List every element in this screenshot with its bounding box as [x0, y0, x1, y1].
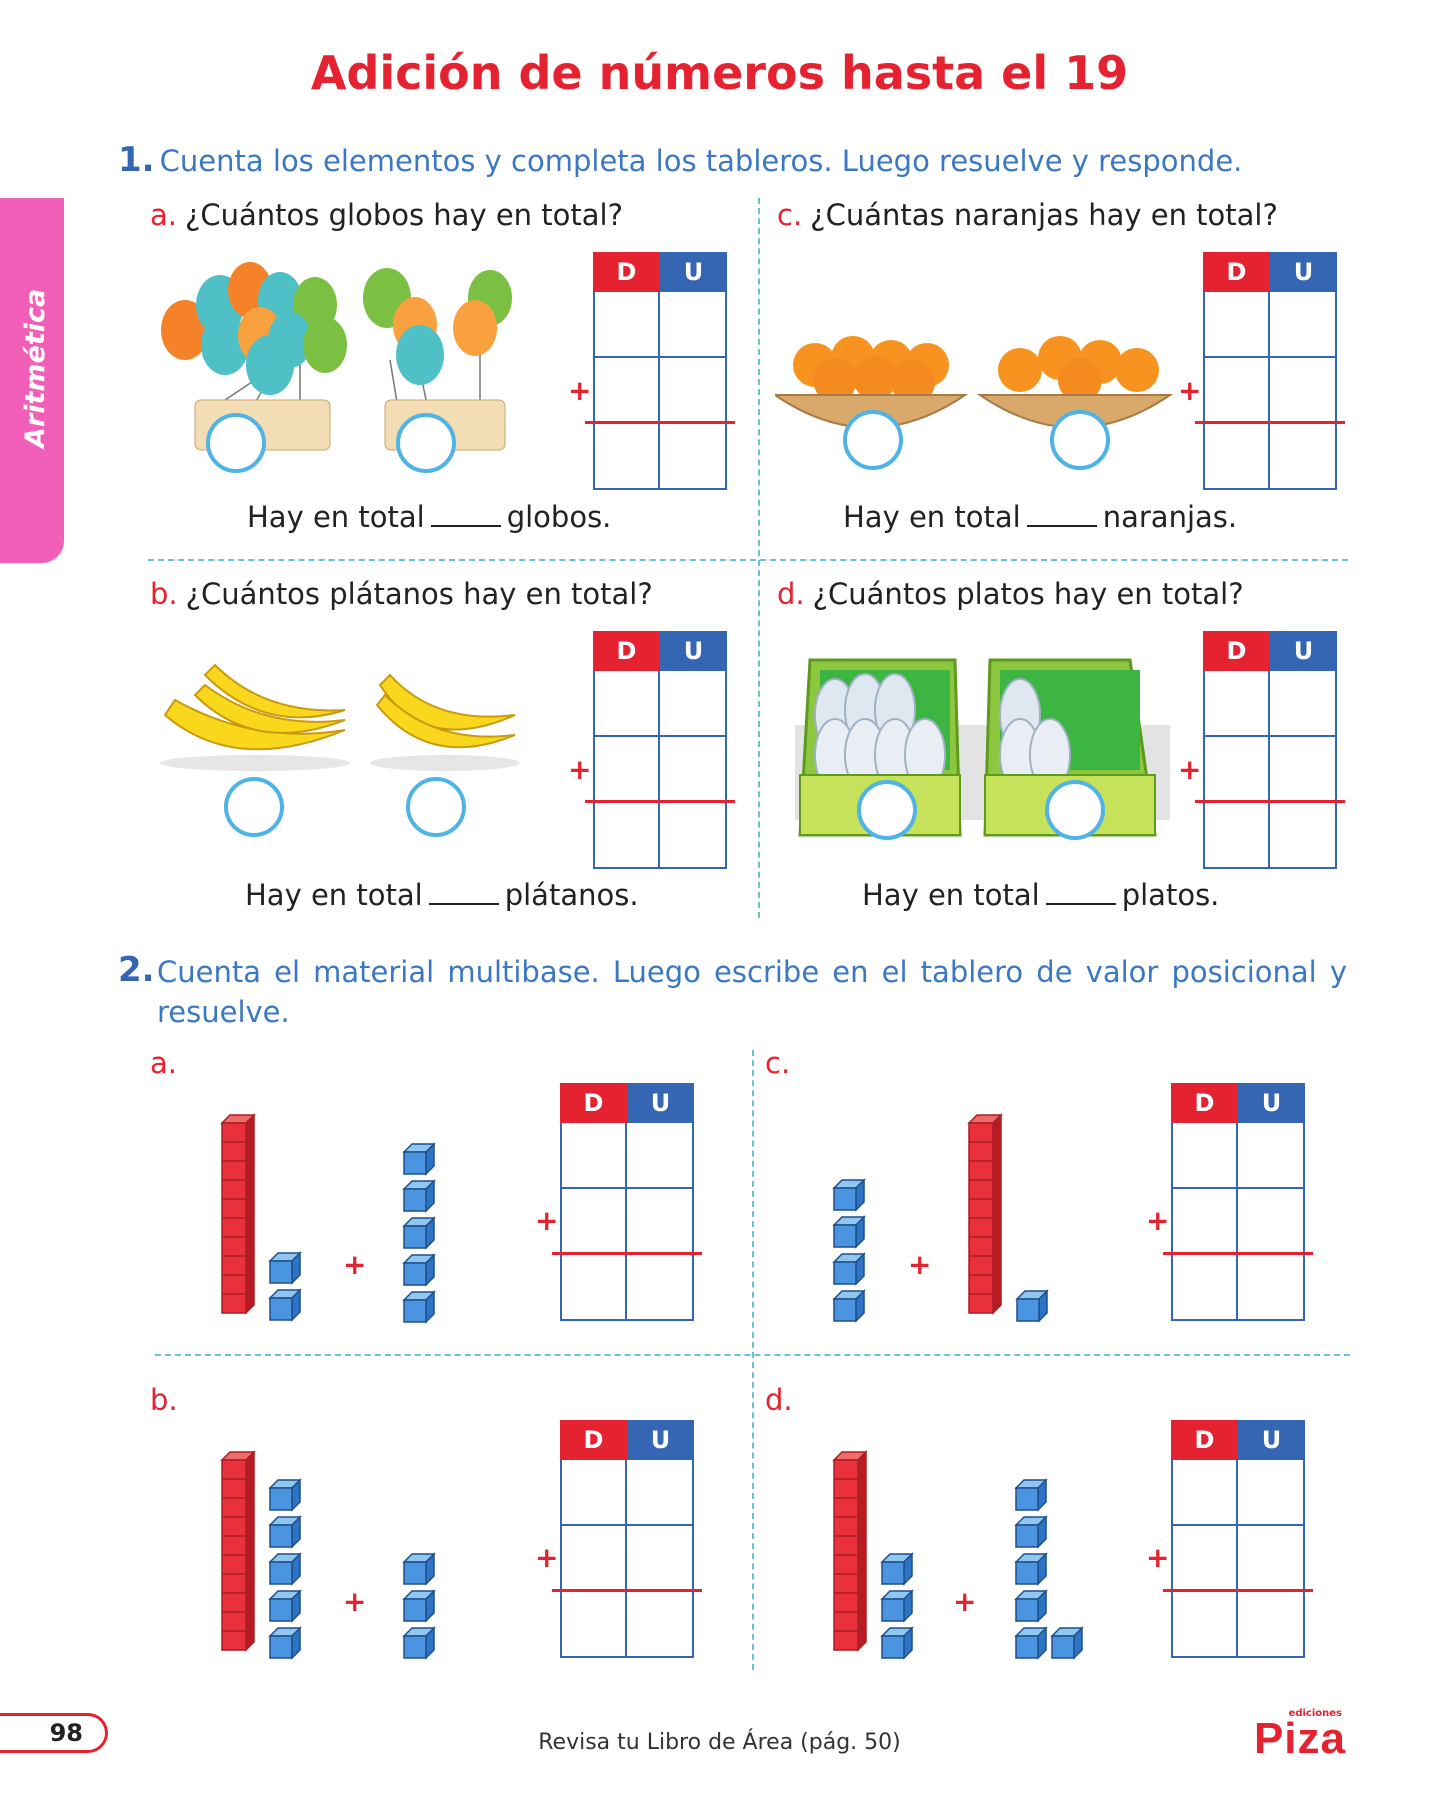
tens-header: D [1203, 631, 1270, 671]
question-1d: d. ¿Cuántos platos hay en total? [777, 577, 1244, 611]
plus-sign: + [1146, 1204, 1170, 1237]
plus-sign: + [908, 1248, 932, 1281]
tens-header: D [1203, 252, 1270, 292]
item-2d-letter: d. [765, 1383, 793, 1417]
balloon-group-left [161, 262, 347, 451]
answer-blank[interactable] [430, 501, 501, 527]
exercise-1-header: 1. Cuenta los elementos y completa los t… [118, 140, 1242, 181]
question-1b: b. ¿Cuántos plátanos hay en total? [150, 577, 653, 611]
answer-1d: Hay en total platos. [862, 878, 1220, 912]
answer-blank[interactable] [1026, 501, 1097, 527]
plus-sign: + [568, 753, 592, 786]
exercise-1-instruction: Cuenta los elementos y completa los tabl… [159, 144, 1243, 178]
section-tab [0, 198, 64, 563]
footer-reference: Revisa tu Libro de Área (pág. 50) [538, 1730, 901, 1755]
plus-sign: + [1146, 1541, 1170, 1574]
banana-bunch-right [375, 673, 516, 749]
tens-header: D [560, 1420, 627, 1460]
units-header: U [1270, 252, 1337, 292]
sum-line [1163, 1589, 1313, 1592]
sum-line [552, 1589, 702, 1592]
plus-sign: + [343, 1248, 367, 1281]
bananas-illustration [160, 663, 520, 771]
units-header: U [627, 1420, 694, 1460]
units-header: U [1270, 631, 1337, 671]
sum-line [585, 800, 735, 803]
exercise-1-number: 1. [118, 140, 155, 180]
sum-line [585, 421, 735, 424]
plus-sign: + [535, 1204, 559, 1237]
exercise-2-instruction: Cuenta el material multibase. Luego escr… [157, 955, 1347, 1029]
page-title: Adición de números hasta el 19 [310, 46, 1129, 100]
answer-circle[interactable] [206, 413, 266, 473]
divider-horizontal-1 [148, 559, 1348, 561]
plus-sign: + [1178, 374, 1202, 407]
plates-illustration [795, 658, 1170, 837]
balloons-illustration [161, 262, 512, 451]
plus-sign: + [953, 1585, 977, 1618]
sum-line [1163, 1252, 1313, 1255]
plate-crate-left [798, 658, 962, 837]
item-2c-letter: c. [765, 1046, 791, 1080]
units-header: U [1238, 1083, 1305, 1123]
sum-line [1195, 800, 1345, 803]
divider-horizontal-2 [155, 1354, 1350, 1356]
tens-header: D [560, 1083, 627, 1123]
orange-basket-right [976, 336, 1174, 429]
divider-vertical-1 [758, 198, 760, 918]
answer-circle[interactable] [1045, 780, 1105, 840]
banana-bunch-left [163, 663, 346, 751]
publisher-logo: ediciones Piza [1253, 1708, 1346, 1763]
units-header: U [627, 1083, 694, 1123]
answer-circle[interactable] [857, 780, 917, 840]
plus-sign: + [535, 1541, 559, 1574]
answer-blank[interactable] [1045, 879, 1116, 905]
plus-sign: + [343, 1585, 367, 1618]
answer-1c: Hay en total naranjas. [843, 500, 1238, 534]
units-header: U [1238, 1420, 1305, 1460]
question-1a: a. ¿Cuántos globos hay en total? [150, 198, 623, 232]
units-header: U [660, 252, 727, 292]
divider-vertical-2 [752, 1050, 754, 1670]
2c-blocks [833, 1114, 1048, 1322]
plus-sign: + [1178, 753, 1202, 786]
item-2b-letter: b. [150, 1383, 178, 1417]
tens-header: D [1171, 1420, 1238, 1460]
item-2a-letter: a. [150, 1046, 177, 1080]
tens-header: D [593, 252, 660, 292]
answer-circle[interactable] [1050, 410, 1110, 470]
answer-blank[interactable] [428, 879, 499, 905]
tens-header: D [1171, 1083, 1238, 1123]
tens-header: D [593, 631, 660, 671]
plus-sign: + [568, 374, 592, 407]
answer-1a: Hay en total globos. [247, 500, 612, 534]
answer-circle[interactable] [406, 777, 466, 837]
answer-1b: Hay en total plátanos. [245, 878, 639, 912]
answer-circle[interactable] [224, 777, 284, 837]
2d-blocks [833, 1451, 1083, 1659]
question-1c: c. ¿Cuántas naranjas hay en total? [777, 198, 1278, 232]
sum-line [1195, 421, 1345, 424]
2a-blocks [221, 1114, 435, 1323]
units-header: U [660, 631, 727, 671]
answer-circle[interactable] [396, 413, 456, 473]
exercise-2-number: 2. [118, 950, 155, 990]
2b-blocks [221, 1451, 435, 1659]
sum-line [552, 1252, 702, 1255]
page-number: 98 [0, 1713, 108, 1753]
answer-circle[interactable] [843, 410, 903, 470]
